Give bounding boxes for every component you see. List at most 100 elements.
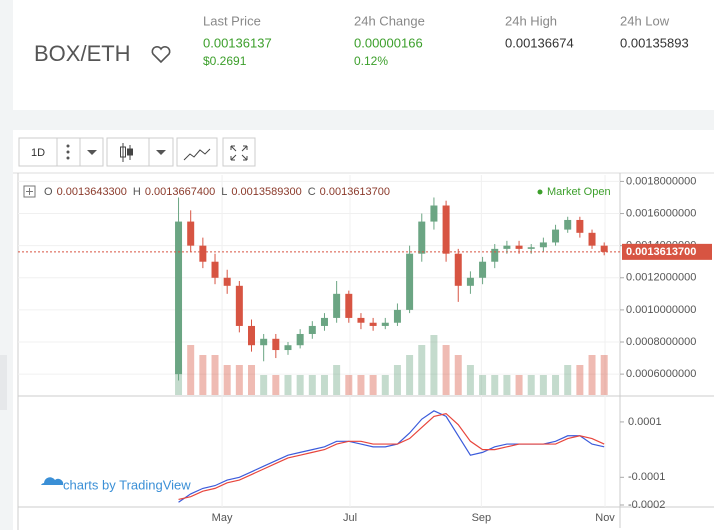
y2-tick-label: -0.0001 bbox=[628, 471, 665, 483]
dropdown-icon bbox=[156, 150, 166, 155]
candle-body bbox=[515, 245, 523, 249]
grid bbox=[18, 175, 620, 507]
candle-body bbox=[576, 219, 584, 233]
candle-body bbox=[600, 245, 608, 252]
stat-label: 24h Low bbox=[620, 13, 670, 28]
volume-bar bbox=[393, 365, 401, 395]
stat-value: 0.00136137 bbox=[203, 35, 272, 50]
stat-value: 0.00135893 bbox=[620, 35, 689, 50]
stat-sub: $0.2691 bbox=[203, 54, 247, 68]
volume-bar bbox=[406, 355, 414, 395]
volume-bar bbox=[588, 355, 596, 395]
status: Market Open bbox=[547, 186, 611, 198]
toolbar: 1D bbox=[18, 137, 256, 167]
fullscreen-button[interactable] bbox=[222, 137, 256, 167]
candle-body bbox=[466, 277, 474, 286]
indicators-button[interactable] bbox=[176, 137, 218, 167]
volume-bar bbox=[248, 365, 256, 395]
indicators-icon bbox=[183, 148, 211, 161]
candle-body bbox=[199, 245, 207, 262]
candle-body bbox=[223, 277, 231, 286]
x-tick-label: Sep bbox=[472, 512, 492, 524]
volume-bar bbox=[235, 365, 243, 395]
macd-line bbox=[178, 412, 605, 501]
volume-bar bbox=[503, 375, 511, 395]
chart-panel bbox=[13, 130, 714, 530]
volume-bar bbox=[308, 375, 316, 395]
x-tick-label: Nov bbox=[595, 512, 615, 524]
candle-icon bbox=[120, 143, 133, 162]
candle-body bbox=[296, 333, 304, 346]
volume-bar bbox=[527, 375, 535, 395]
volume-bar bbox=[357, 375, 365, 395]
candle-body bbox=[527, 247, 535, 249]
candle-body bbox=[454, 253, 462, 286]
candle-body bbox=[345, 293, 353, 318]
y-tick-label: 0.0010000000 bbox=[626, 304, 696, 316]
y2-tick-label: -0.0002 bbox=[628, 499, 665, 511]
volume-bar bbox=[187, 345, 195, 395]
ohlc-key: O bbox=[44, 186, 53, 198]
volume-bar bbox=[576, 365, 584, 395]
stat-label: Last Price bbox=[203, 13, 261, 28]
volume-bar bbox=[466, 365, 474, 395]
volume-bar bbox=[442, 345, 450, 395]
volume-bar bbox=[600, 355, 608, 395]
volume-bar bbox=[296, 375, 304, 395]
more-icon bbox=[66, 144, 70, 160]
x-tick-label: Jul bbox=[343, 512, 357, 524]
y-tick-label: 0.0012000000 bbox=[626, 272, 696, 284]
candle-body bbox=[211, 261, 219, 278]
status-dot bbox=[537, 189, 543, 195]
pair: BOX/ETH bbox=[34, 41, 131, 66]
volume-bar bbox=[284, 375, 292, 395]
volume-bar bbox=[564, 365, 572, 395]
favorite-button[interactable] bbox=[151, 45, 171, 64]
candle-body bbox=[552, 229, 560, 243]
candle-body bbox=[235, 285, 243, 326]
side-tab[interactable] bbox=[0, 355, 7, 410]
ohlc-key: H bbox=[133, 186, 141, 198]
candle-body bbox=[588, 232, 596, 246]
volume-bar bbox=[539, 375, 547, 395]
candle-body bbox=[320, 317, 328, 326]
volume-bar bbox=[320, 375, 328, 395]
interval: 1D bbox=[31, 147, 45, 159]
candle-body bbox=[187, 221, 195, 246]
x-tick-label: May bbox=[212, 512, 233, 524]
candle-body bbox=[418, 221, 426, 254]
candle-body bbox=[308, 325, 316, 334]
volume-bar bbox=[272, 375, 280, 395]
candle-body bbox=[381, 322, 389, 326]
candle-body bbox=[503, 245, 511, 249]
volume-bar bbox=[211, 355, 219, 395]
candle-body bbox=[357, 317, 365, 323]
candle-body bbox=[333, 293, 341, 318]
candle-body bbox=[369, 322, 377, 326]
candle-body bbox=[564, 219, 572, 230]
volume-bar bbox=[333, 365, 341, 395]
candle-body bbox=[479, 261, 487, 278]
candle-body bbox=[539, 242, 547, 248]
candle-body bbox=[175, 221, 183, 375]
collapse-icon[interactable] bbox=[23, 185, 36, 198]
last-price-box bbox=[622, 243, 712, 260]
candle-body bbox=[393, 309, 401, 323]
volume-bar bbox=[223, 365, 231, 395]
y-tick-label: 0.0008000000 bbox=[626, 336, 696, 348]
candle-body bbox=[272, 338, 280, 351]
ohlc-value: 0.0013667400 bbox=[145, 186, 215, 198]
candle-body bbox=[406, 253, 414, 310]
candle-body bbox=[442, 205, 450, 254]
last-price-label: 0.0013613700 bbox=[626, 246, 696, 258]
volume-bar bbox=[515, 375, 523, 395]
volume-bar bbox=[491, 375, 499, 395]
stat-value: 0.00000166 bbox=[354, 35, 423, 50]
candle-body bbox=[430, 205, 438, 222]
watermark: charts by TradingView bbox=[63, 477, 191, 492]
stat-sub: 0.12% bbox=[354, 54, 388, 68]
ohlc-value: 0.0013589300 bbox=[231, 186, 301, 198]
volume-bar bbox=[454, 355, 462, 395]
